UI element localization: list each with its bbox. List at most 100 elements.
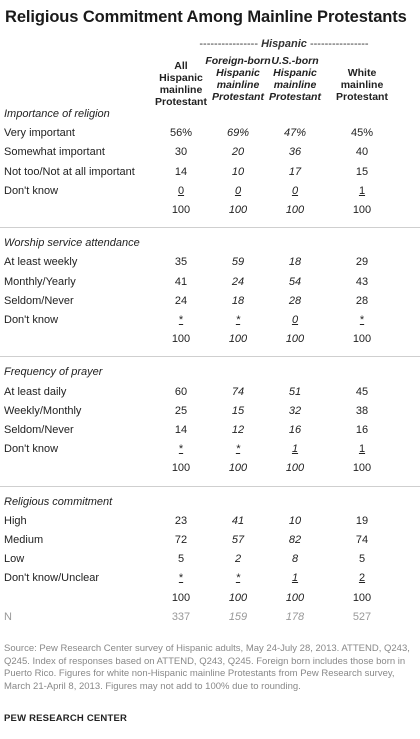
cell-col-1: 14 bbox=[174, 165, 188, 178]
column-header-line: U.S.-born bbox=[271, 55, 319, 67]
section-header-row: Frequency of prayer bbox=[0, 366, 420, 383]
cell-col-2: 74 bbox=[231, 385, 245, 398]
cell-col-1: 100 bbox=[171, 333, 191, 346]
table-row: High 23 41 10 19 bbox=[0, 515, 420, 532]
cell-col-1: * bbox=[178, 314, 184, 326]
table-row: Somewhat important 30 20 36 40 bbox=[0, 146, 420, 163]
row-label: Low bbox=[4, 553, 25, 566]
cell-col-4: * bbox=[359, 314, 365, 326]
cell-col-1: 100 bbox=[171, 462, 191, 475]
cell-col-3: 0 bbox=[291, 314, 299, 326]
cell-col-1: 56% bbox=[169, 127, 193, 140]
cell-col-3: 16 bbox=[288, 424, 302, 436]
cell-col-1: 14 bbox=[174, 424, 188, 436]
table-row: Seldom/Never 24 18 28 28 bbox=[0, 295, 420, 312]
section-label: Worship service attendance bbox=[4, 237, 140, 250]
cell-col-4: 1 bbox=[358, 184, 366, 197]
section-divider bbox=[0, 356, 420, 358]
section-header-row: Importance of religion bbox=[0, 108, 420, 125]
section-header-row: Worship service attendance bbox=[0, 237, 420, 254]
cell-col-2: 20 bbox=[231, 146, 245, 159]
column-header-2: Foreign-born Hispanic mainline Protestant bbox=[198, 55, 278, 103]
column-header-line: Protestant bbox=[212, 91, 264, 103]
cell-col-3: 100 bbox=[285, 204, 305, 216]
cell-col-1: 0 bbox=[177, 184, 185, 197]
cell-col-2: 0 bbox=[234, 184, 242, 197]
table-row: Very important 56% 69% 47% 45% bbox=[0, 127, 420, 144]
cell-col-3: 36 bbox=[288, 146, 302, 159]
total-row: 100 100 100 100 bbox=[0, 204, 420, 221]
cell-col-2: 100 bbox=[228, 462, 248, 475]
table-row: Don't know 0 0 0 1 bbox=[0, 185, 420, 202]
cell-col-3: 100 bbox=[285, 462, 305, 475]
cell-col-1: 72 bbox=[174, 534, 188, 546]
column-header-line: All bbox=[174, 60, 188, 72]
cell-col-4: 19 bbox=[355, 514, 369, 527]
cell-col-4: 100 bbox=[352, 333, 372, 346]
cell-col-1: 41 bbox=[174, 275, 188, 288]
column-header-line: Hispanic bbox=[273, 67, 317, 79]
credit-line: PEW RESEARCH CENTER bbox=[4, 713, 128, 724]
cell-col-2: 2 bbox=[234, 553, 242, 566]
cell-col-2: 100 bbox=[228, 204, 248, 216]
column-header-line: Hispanic bbox=[216, 67, 260, 79]
cell-col-3: 51 bbox=[288, 385, 302, 398]
cell-col-1: 100 bbox=[171, 591, 191, 604]
row-label: Don't know/Unclear bbox=[4, 572, 100, 585]
column-header-line: mainline bbox=[273, 79, 317, 91]
cell-col-3: 47% bbox=[283, 127, 307, 140]
row-label: Don't know bbox=[4, 443, 59, 456]
cell-col-1: 24 bbox=[174, 294, 188, 307]
cell-col-4: 28 bbox=[355, 294, 369, 307]
section-label: Frequency of prayer bbox=[4, 366, 103, 379]
cell-col-2: * bbox=[235, 572, 241, 585]
row-label: Very important bbox=[4, 127, 75, 140]
table-row: Monthly/Yearly 41 24 54 43 bbox=[0, 276, 420, 293]
cell-col-4: 29 bbox=[355, 256, 369, 269]
total-row: 100 100 100 100 bbox=[0, 333, 420, 350]
column-header-line: mainline bbox=[340, 79, 384, 91]
row-label: Somewhat important bbox=[4, 146, 105, 159]
cell-col-2: 15 bbox=[231, 404, 245, 417]
cell-col-1: * bbox=[178, 572, 184, 585]
row-label: Seldom/Never bbox=[4, 424, 74, 436]
cell-col-4: 100 bbox=[352, 462, 372, 475]
group-header-dashes-left: ---------------- bbox=[199, 38, 258, 50]
table-row: Medium 72 57 82 74 bbox=[0, 534, 420, 551]
cell-col-3: 82 bbox=[288, 534, 302, 546]
table-row: Not too/Not at all important 14 10 17 15 bbox=[0, 166, 420, 183]
cell-col-3: 17 bbox=[288, 165, 302, 178]
table-row: Weekly/Monthly 25 15 32 38 bbox=[0, 405, 420, 422]
hispanic-group-header: ---------------- Hispanic --------------… bbox=[150, 38, 418, 50]
cell-col-3: 54 bbox=[288, 275, 302, 288]
cell-col-2: * bbox=[235, 443, 241, 456]
column-header-line: Protestant bbox=[269, 91, 321, 103]
cell-col-2: 12 bbox=[231, 424, 245, 436]
row-label: High bbox=[4, 514, 27, 527]
cell-col-2: 159 bbox=[228, 610, 248, 623]
cell-col-4: 5 bbox=[358, 553, 366, 566]
table-row: Don't know * * 0 * bbox=[0, 314, 420, 331]
section-header-row: Religious commitment bbox=[0, 496, 420, 513]
cell-col-3: 32 bbox=[288, 404, 302, 417]
cell-col-4: 40 bbox=[355, 146, 369, 159]
row-label: Don't know bbox=[4, 314, 59, 326]
group-header-dashes-right: ---------------- bbox=[309, 38, 369, 50]
cell-col-3: 0 bbox=[291, 184, 299, 197]
column-header-line: Protestant bbox=[155, 96, 207, 108]
cell-col-4: 16 bbox=[355, 424, 369, 436]
total-row: 100 100 100 100 bbox=[0, 462, 420, 479]
section-divider bbox=[0, 227, 420, 229]
column-header-1: All Hispanic mainline Protestant bbox=[141, 60, 221, 108]
cell-col-1: 23 bbox=[174, 514, 188, 527]
cell-col-1: 5 bbox=[177, 553, 185, 566]
section-divider bbox=[0, 485, 420, 487]
section-label: Importance of religion bbox=[4, 108, 110, 120]
cell-col-4: 2 bbox=[358, 572, 366, 585]
table-title: Religious Commitment Among Mainline Prot… bbox=[5, 8, 407, 26]
cell-col-4: 15 bbox=[355, 165, 369, 178]
cell-col-3: 10 bbox=[288, 514, 302, 527]
cell-col-4: 38 bbox=[355, 404, 369, 417]
cell-col-1: 30 bbox=[174, 146, 188, 159]
row-label: Monthly/Yearly bbox=[4, 275, 76, 288]
